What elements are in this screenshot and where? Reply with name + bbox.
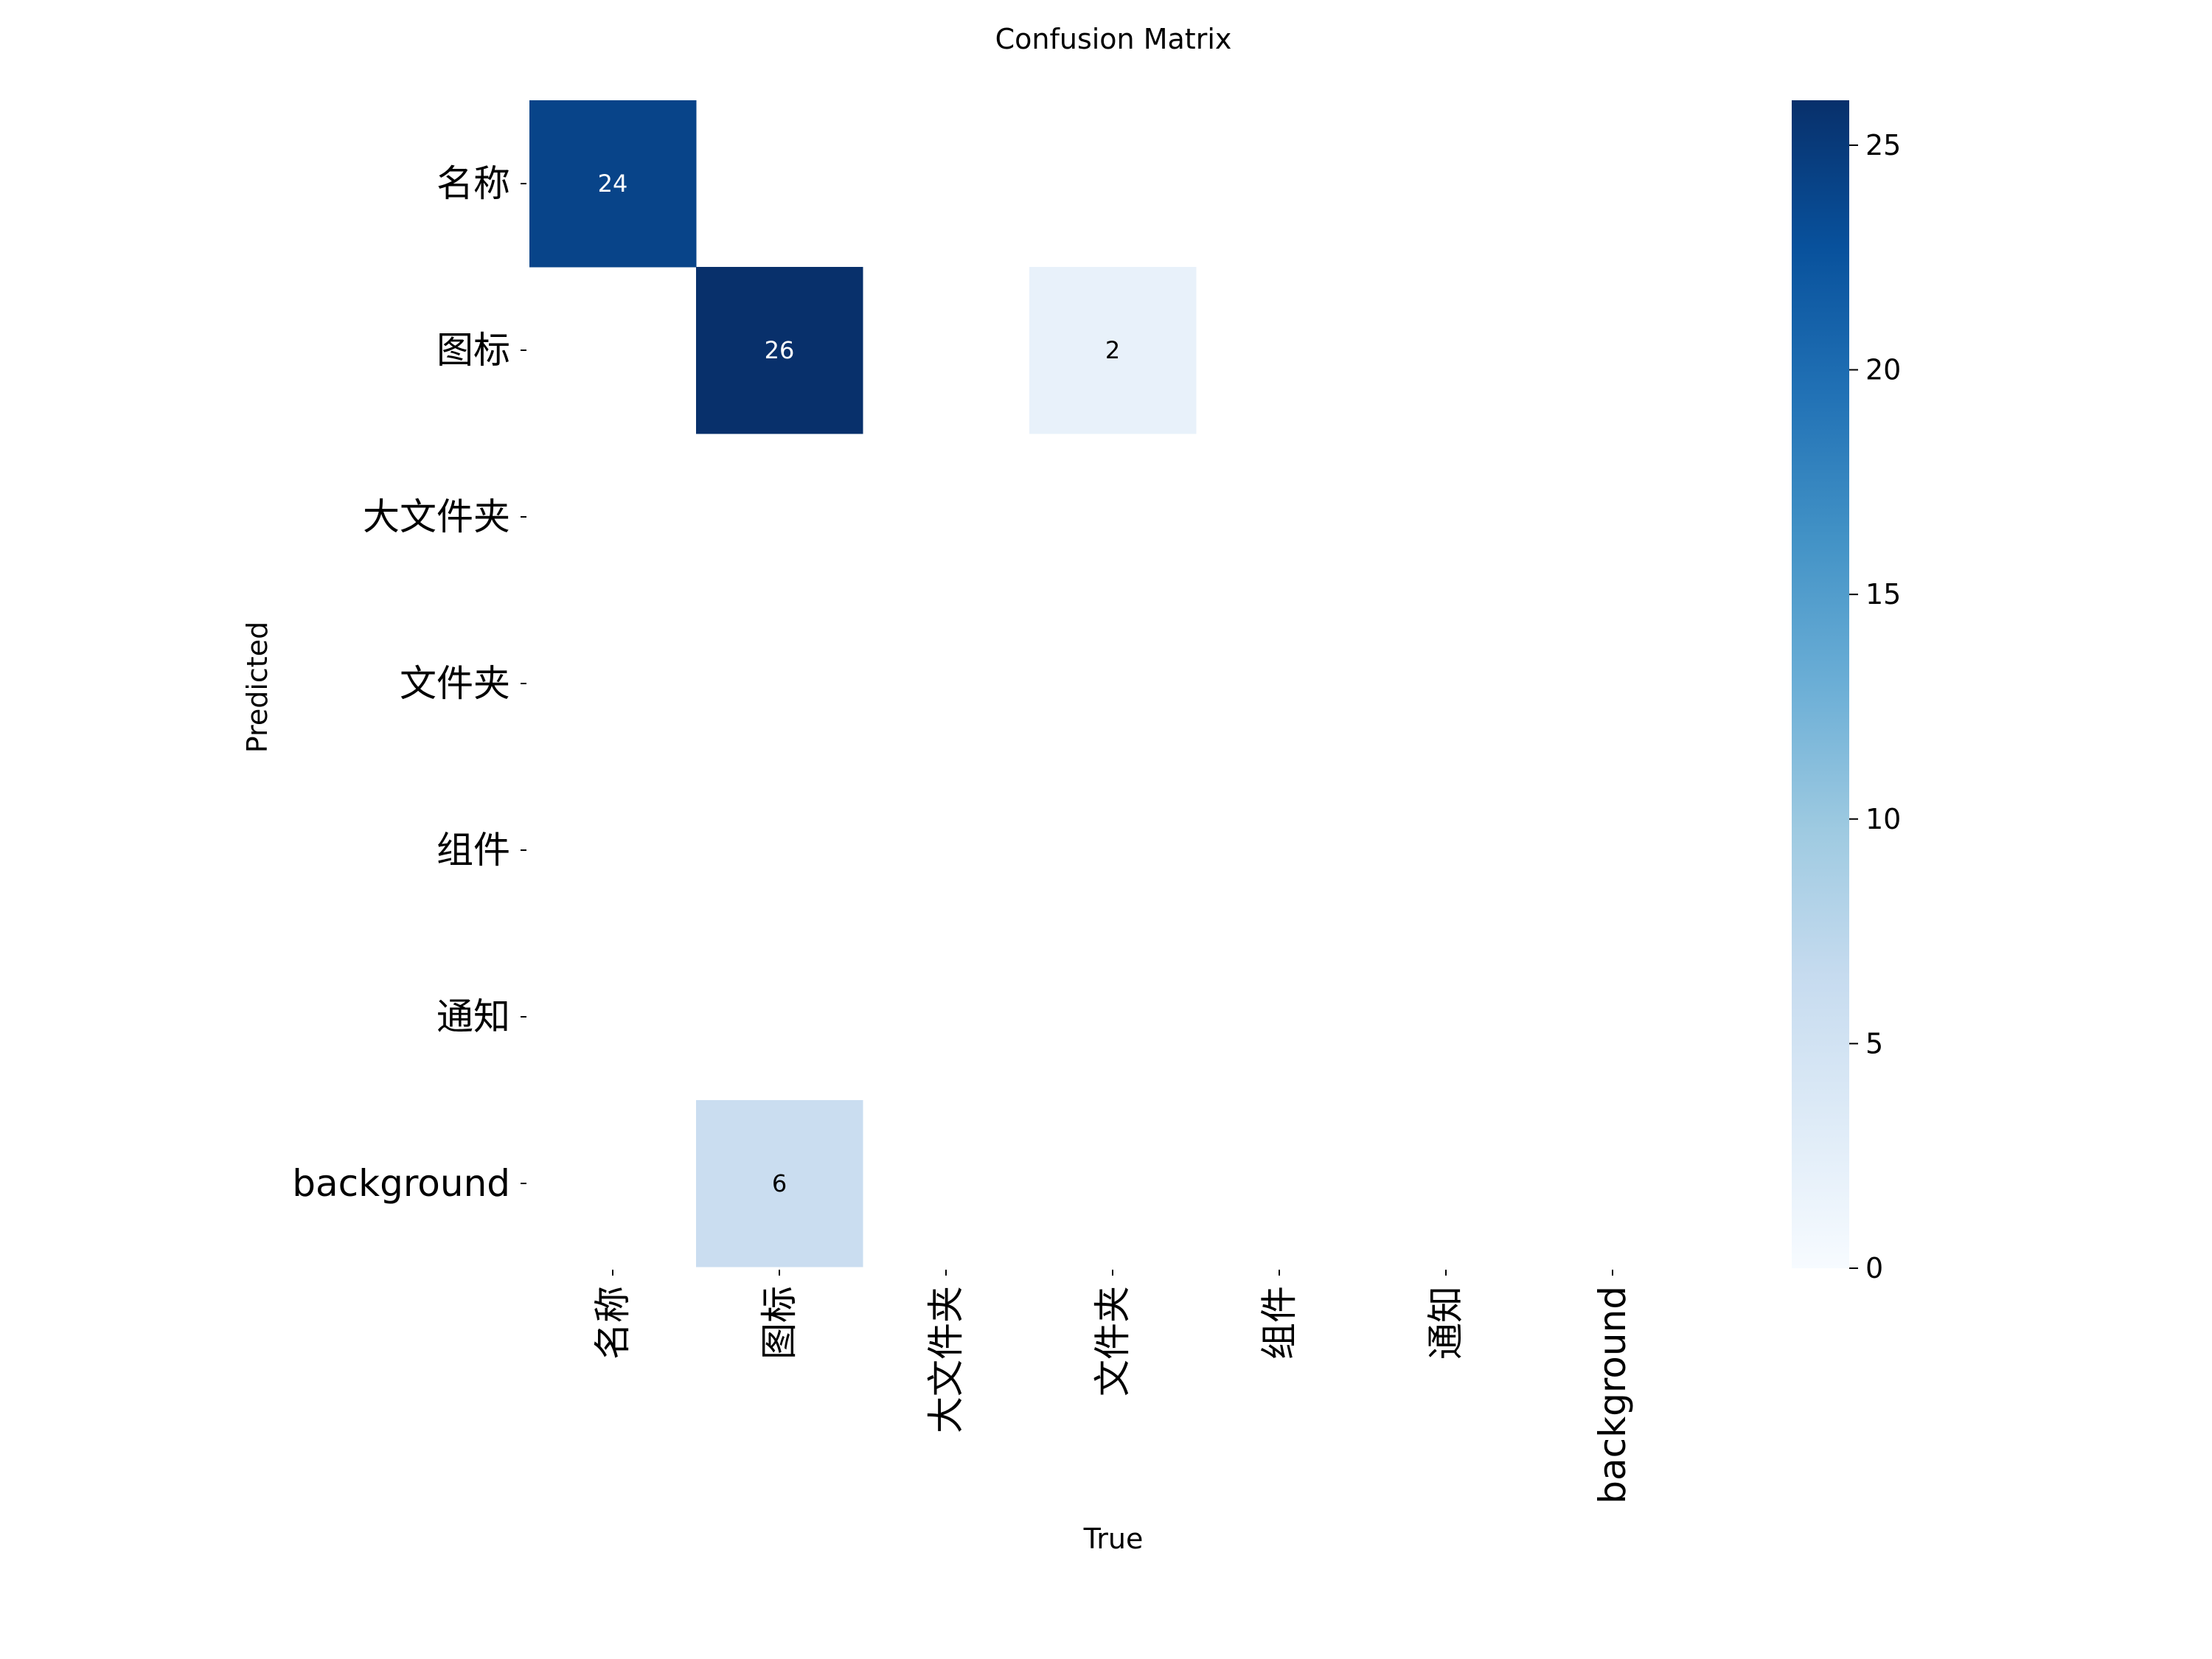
y-tick-label-大文件夹: 大文件夹: [363, 495, 510, 538]
x-tick-label-名称: 名称: [591, 1286, 634, 1360]
y-tick-label-图标: 图标: [437, 329, 510, 372]
y-tick-label-名称: 名称: [437, 162, 510, 205]
cell-0-0: [529, 100, 697, 268]
x-tick-label-大文件夹: 大文件夹: [925, 1286, 967, 1433]
x-tick-label-通知: 通知: [1425, 1286, 1467, 1360]
colorbar-tick-label-10: 10: [1865, 803, 1901, 835]
y-tick-label-组件: 组件: [437, 829, 510, 872]
cell-1-1: [696, 267, 863, 434]
x-tick-label-文件夹: 文件夹: [1091, 1286, 1134, 1397]
colorbar-tick-label-0: 0: [1865, 1252, 1883, 1284]
y-tick-label-通知: 通知: [437, 995, 510, 1038]
x-axis-label: True: [1083, 1523, 1144, 1555]
cell-6-1: [696, 1100, 863, 1267]
colorbar-ticks: 0 5 10 15 20 25: [1849, 129, 1901, 1284]
colorbar-gradient: [1792, 100, 1849, 1268]
x-tick-label-组件: 组件: [1258, 1286, 1301, 1360]
x-axis-ticks: 名称 图标 大文件夹 文件夹 组件 通知 background: [591, 1270, 1634, 1504]
colorbar-tick-label-25: 25: [1865, 129, 1901, 161]
colorbar-tick-label-20: 20: [1865, 354, 1901, 386]
cell-value-0-0: 24: [598, 170, 628, 198]
cell-value-1-3: 2: [1105, 336, 1120, 364]
cell-value-6-1: 6: [772, 1169, 787, 1197]
y-axis-label: Predicted: [241, 622, 274, 753]
y-tick-label-文件夹: 文件夹: [400, 662, 510, 705]
cell-value-1-1: 26: [765, 336, 795, 364]
x-tick-label-background: background: [1591, 1286, 1634, 1504]
colorbar: 0 5 10 15 20 25: [1792, 100, 1901, 1284]
colorbar-tick-label-15: 15: [1865, 578, 1901, 611]
y-tick-label-background: background: [292, 1162, 510, 1205]
x-tick-label-图标: 图标: [758, 1286, 801, 1360]
cell-1-3: [1029, 267, 1197, 434]
colorbar-tick-label-5: 5: [1865, 1027, 1883, 1060]
chart-title: Confusion Matrix: [995, 23, 1232, 55]
